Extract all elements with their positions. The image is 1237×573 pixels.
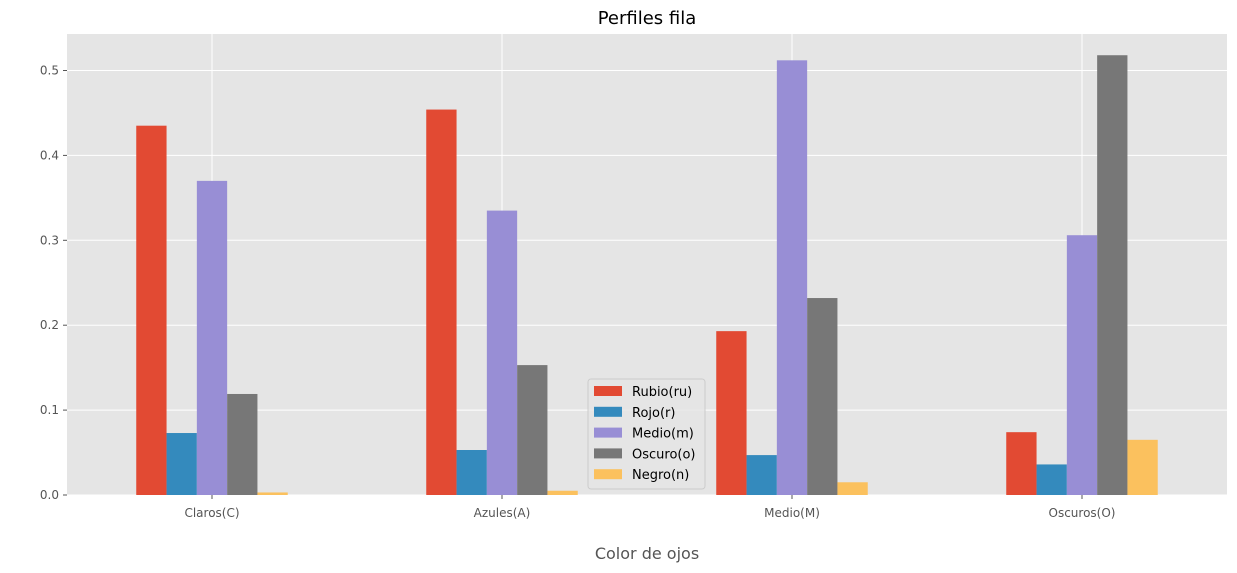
legend-swatch [594,469,622,480]
bar [517,365,548,495]
legend-label: Rubio(ru) [632,385,692,400]
bar [1097,55,1128,496]
x-axis: Claros(C) Azules(A) Medio(M) Oscuros(O) [184,495,1115,520]
bar [166,433,197,495]
x-tick-label: Medio(M) [764,506,820,520]
legend-swatch [594,448,622,459]
bar [837,482,868,495]
bars [136,55,1158,496]
legend-label: Negro(n) [632,468,689,483]
y-tick-label: 0.1 [40,403,59,417]
y-tick-label: 0.5 [40,64,59,78]
y-tick-label: 0.3 [40,233,59,247]
bar [227,393,258,495]
legend-label: Oscuro(o) [632,447,696,462]
x-tick-label: Azules(A) [474,506,531,520]
bar [776,60,808,495]
legend-swatch [594,386,622,396]
legend-label: Medio(m) [632,427,694,442]
chart-title: Perfiles fila [598,8,697,29]
x-tick-label: Claros(C) [184,506,239,520]
legend-swatch [594,406,622,417]
bar [136,125,167,495]
legend-box [587,378,706,490]
bar [746,455,777,495]
legend-label: Rojo(r) [632,406,675,421]
bar [1066,235,1098,495]
bar [196,180,228,496]
bar [257,492,288,495]
bar [1006,432,1037,495]
bar [716,331,747,495]
y-tick-label: 0.0 [40,488,59,502]
bar [807,298,838,495]
y-axis: 0.0 0.1 0.2 0.3 0.4 0.5 [40,64,67,502]
legend: Rubio(ru) Rojo(r) Medio(m) Oscuro(o) Negro(n… [587,378,706,490]
y-tick-label: 0.2 [40,318,59,332]
y-tick-label: 0.4 [40,148,59,162]
x-tick-label: Oscuros(O) [1049,506,1116,520]
bar [547,490,578,495]
legend-swatch [594,427,622,438]
bar [486,210,518,495]
bar [1036,464,1067,495]
x-axis-label: Color de ojos [595,544,699,563]
bar [1127,439,1158,495]
bar [456,450,487,495]
bar [426,109,457,496]
